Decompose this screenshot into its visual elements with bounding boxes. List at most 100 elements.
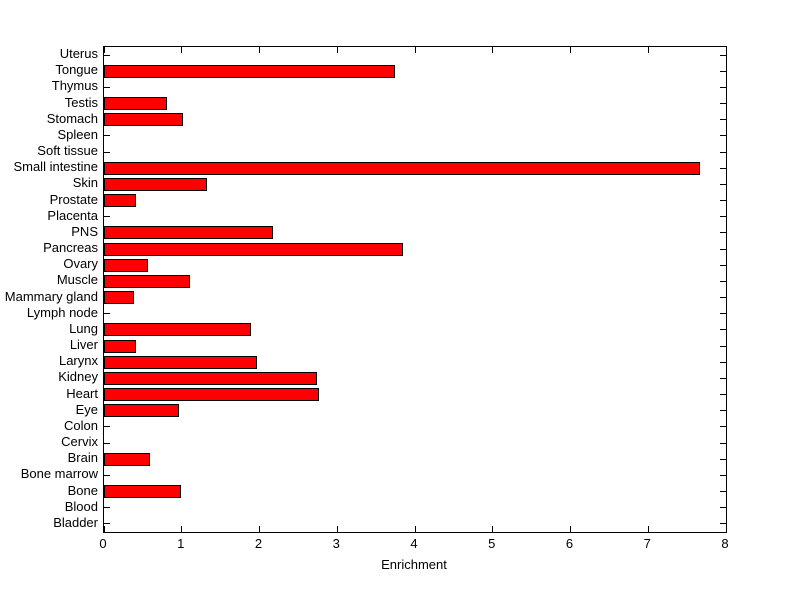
bar-skin (104, 177, 207, 191)
y-tick-mark (720, 232, 726, 234)
y-tick-label: Pancreas (43, 240, 98, 256)
y-tick-mark (104, 135, 110, 137)
x-tick-label: 3 (332, 536, 340, 551)
x-tick-label: 6 (565, 536, 574, 551)
x-tick-mark (570, 47, 571, 53)
y-tick-mark (720, 345, 726, 347)
y-tick-mark (720, 410, 726, 412)
y-tick-mark (720, 523, 726, 525)
y-tick-mark (720, 474, 726, 476)
y-tick-label: Skin (72, 175, 98, 191)
y-tick-label: Heart (66, 385, 98, 401)
y-tick-label: Bladder (53, 514, 98, 530)
y-tick-mark (104, 313, 110, 315)
bar-pancreas (104, 242, 404, 256)
x-tick-label: 0 (99, 536, 107, 551)
y-tick-label: Lymph node (26, 304, 98, 320)
y-tick-label: Kidney (58, 369, 98, 385)
x-axis-title: Enrichment (381, 557, 447, 572)
y-tick-mark (720, 151, 726, 153)
y-tick-label: Liver (69, 337, 98, 353)
bar-lung (104, 323, 251, 337)
x-tick-mark (103, 47, 105, 53)
bar-mammary-gland (104, 291, 135, 305)
y-tick-label: Colon (64, 417, 98, 433)
bar-testis (104, 97, 167, 111)
y-tick-label: Testis (64, 94, 98, 110)
y-tick-mark (720, 200, 726, 202)
y-tick-mark (720, 426, 726, 428)
bar-brain (104, 452, 150, 466)
bar-larynx (104, 355, 258, 369)
y-tick-label: Ovary (63, 256, 98, 272)
x-tick-mark (259, 47, 260, 53)
y-tick-label: Spleen (57, 126, 98, 142)
x-tick-label: 1 (177, 536, 185, 551)
y-tick-label: Thymus (51, 78, 98, 94)
y-tick-label: Brain (67, 450, 98, 466)
y-tick-label: Tongue (55, 62, 98, 78)
y-tick-mark (720, 54, 726, 56)
bar-tongue (104, 64, 395, 78)
y-tick-mark (104, 442, 110, 444)
x-tick-mark (336, 47, 338, 53)
x-tick-mark (647, 526, 649, 532)
x-tick-label: 5 (488, 536, 496, 551)
y-tick-mark (720, 167, 726, 169)
y-tick-label: Stomach (46, 110, 98, 126)
y-tick-mark (720, 119, 726, 121)
y-tick-mark (720, 377, 726, 379)
y-tick-mark (720, 216, 726, 218)
y-tick-mark (104, 216, 110, 218)
y-tick-mark (104, 86, 110, 88)
x-tick-label: 8 (721, 536, 729, 551)
y-tick-label: Cervix (61, 434, 98, 450)
y-tick-label: Muscle (56, 272, 98, 288)
plot-area (103, 46, 727, 533)
x-tick-mark (414, 526, 416, 532)
bar-liver (104, 339, 136, 353)
y-tick-label: Soft tissue (37, 143, 98, 159)
y-tick-mark (720, 491, 726, 493)
y-tick-label: Small intestine (13, 159, 98, 175)
y-tick-mark (720, 313, 726, 315)
y-tick-label: Lung (69, 320, 98, 336)
x-tick-mark (647, 47, 649, 53)
x-tick-mark (725, 526, 727, 532)
y-tick-mark (720, 70, 726, 72)
y-tick-label: Bone (67, 482, 98, 498)
x-tick-label: 7 (643, 536, 651, 551)
x-tick-mark (181, 47, 183, 53)
bar-muscle (104, 274, 190, 288)
y-tick-mark (104, 523, 110, 525)
y-tick-label: Placenta (47, 207, 98, 223)
y-tick-mark (104, 507, 110, 509)
bar-prostate (104, 194, 136, 208)
x-tick-mark (725, 47, 727, 53)
bar-bone (104, 485, 181, 499)
y-tick-mark (720, 297, 726, 299)
y-tick-mark (720, 103, 726, 105)
bar-pns (104, 226, 273, 240)
x-tick-mark (259, 526, 260, 532)
x-tick-mark (414, 47, 416, 53)
y-tick-label: Uterus (59, 46, 98, 62)
y-tick-mark (720, 442, 726, 444)
bar-heart (104, 388, 320, 402)
x-tick-labels: 0 1 2 3 4 5 6 7 8 (99, 536, 729, 552)
x-tick-mark (336, 526, 338, 532)
y-tick-label: Bone marrow (20, 466, 98, 482)
bar-small-intestine (104, 161, 701, 175)
y-tick-label: Blood (64, 498, 98, 514)
x-tick-label: 2 (254, 536, 263, 551)
y-tick-mark (720, 135, 726, 137)
y-tick-mark (104, 474, 110, 476)
y-tick-mark (720, 329, 726, 331)
y-tick-label: Mammary gland (4, 288, 98, 304)
y-tick-mark (720, 183, 726, 185)
y-tick-label: Larynx (58, 353, 98, 369)
y-tick-mark (104, 151, 110, 153)
y-tick-mark (720, 361, 726, 363)
y-tick-mark (104, 54, 110, 56)
